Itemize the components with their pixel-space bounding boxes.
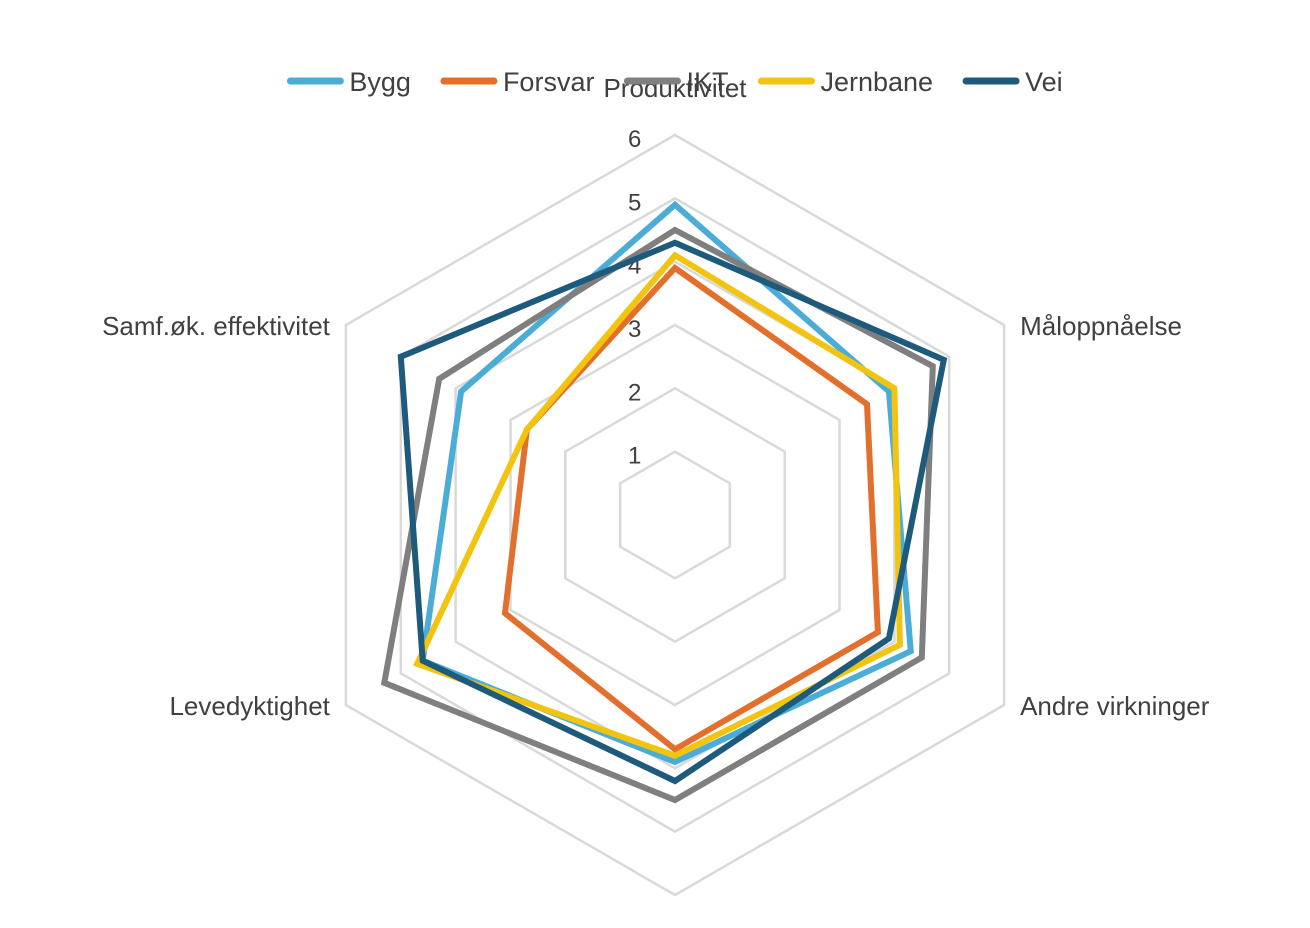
category-label-samf-k-effektivitet: Samf.øk. effektivitet	[102, 311, 331, 341]
legend-label: Vei	[1025, 67, 1063, 97]
radial-tick-label: 3	[628, 316, 641, 343]
grid-ring-5	[399, 196, 951, 834]
grid-ring-1	[618, 450, 732, 580]
grid-ring-2	[564, 386, 786, 644]
series-line-jernbane	[413, 251, 903, 759]
legend-label: Bygg	[349, 67, 411, 97]
legend-label: IKT	[686, 67, 728, 97]
category-label-andre-virkninger: Andre virkninger	[1020, 691, 1210, 721]
radial-tick-label: 1	[628, 443, 641, 470]
legend-label: Jernbane	[820, 67, 933, 97]
series-line-ikt	[380, 226, 936, 804]
radial-tick-label: 6	[628, 126, 641, 153]
series-line-vei	[397, 239, 948, 785]
legend-item-jernbane: Jernbane	[757, 67, 933, 97]
series-line-forsvar	[501, 264, 881, 753]
legend: Bygg Forsvar IKT Jernbane Vei	[286, 67, 1063, 97]
radial-tick-label: 5	[628, 189, 641, 216]
legend-label: Forsvar	[503, 67, 595, 97]
legend-item-ikt: IKT	[623, 67, 728, 97]
legend-item-forsvar: Forsvar	[440, 67, 595, 97]
legend-item-bygg: Bygg	[286, 67, 411, 97]
grid-ring-3	[509, 323, 841, 707]
grid-ring-6	[344, 133, 1006, 897]
category-label-levedyktighet: Levedyktighet	[169, 691, 330, 721]
legend-item-vei: Vei	[962, 67, 1063, 97]
category-label-m-loppn-else: Måloppnåelse	[1020, 311, 1182, 341]
radial-tick-label: 2	[628, 379, 641, 406]
series-line-bygg	[419, 200, 914, 766]
series-lines	[380, 200, 948, 804]
